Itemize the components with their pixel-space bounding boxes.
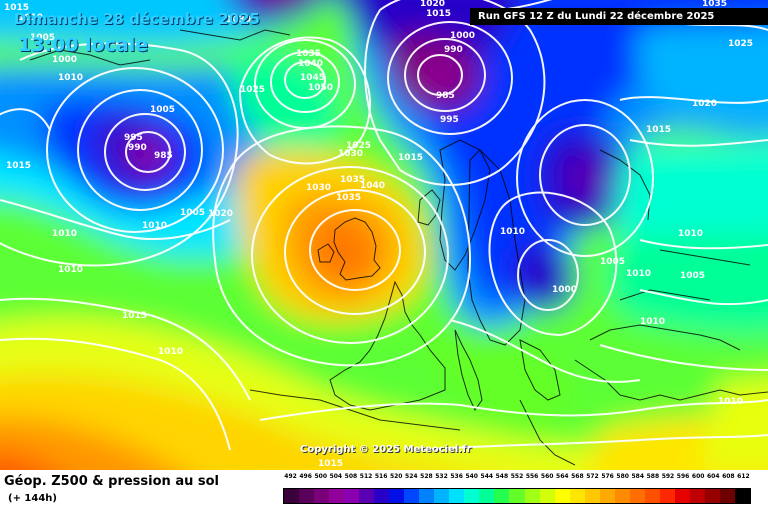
map-footer: Géop. Z500 & pression au sol (+ 144h) 49… (0, 470, 768, 512)
isobar-value-label: 1005 (180, 208, 205, 218)
legend-swatch (600, 489, 615, 503)
isobar-value-label: 1015 (6, 161, 31, 171)
legend-swatch (555, 489, 570, 503)
isobar-value-label: 1040 (298, 59, 323, 69)
isobar-value-label: 995 (440, 115, 459, 125)
isobar-value-label: 1015 (318, 459, 343, 469)
isobar-value-label: 1015 (646, 125, 671, 135)
isobar-value-label: 1005 (600, 257, 625, 267)
legend-swatch (494, 489, 509, 503)
legend-swatch (585, 489, 600, 503)
isobar-value-label: 1020 (208, 209, 233, 219)
legend-swatch (690, 489, 705, 503)
legend-swatch (570, 489, 585, 503)
legend-swatch (419, 489, 434, 503)
isobar-value-label: 1015 (122, 311, 147, 321)
isobar-value-label: 1005 (680, 271, 705, 281)
legend-swatch (389, 489, 404, 503)
legend-swatch (735, 489, 750, 503)
legend-swatch (404, 489, 419, 503)
legend-swatch (675, 489, 690, 503)
isobar-value-label: 1010 (626, 269, 651, 279)
isobar-value-label: 1000 (552, 285, 577, 295)
legend-labels: 492 496 500 504 508 512 516 520 524 528 532 536 540 5… (283, 473, 751, 485)
isobar-value-label: 1015 (426, 9, 451, 19)
isobar-value-label: 1010 (58, 73, 83, 83)
forecast-date: Dimanche 28 décembre 2025 (14, 10, 260, 28)
legend-swatch (720, 489, 735, 503)
isobar-value-label: 1010 (52, 229, 77, 239)
isobar-value-label: 1005 (150, 105, 175, 115)
map-title: Géop. Z500 & pression au sol (4, 474, 219, 489)
legend-swatch (525, 489, 540, 503)
legend-label: 612 (734, 473, 752, 480)
legend-swatch (705, 489, 720, 503)
isobar-value-label: 1010 (640, 317, 665, 327)
isobar-value-label: 1040 (360, 181, 385, 191)
isobar-value-label: 1035 (336, 193, 361, 203)
isobar-value-label: 1020 (692, 99, 717, 109)
legend-color-bar (283, 488, 751, 504)
legend-swatch (284, 489, 299, 503)
legend-swatch (434, 489, 449, 503)
legend-swatch (509, 489, 524, 503)
copyright-notice: Copyright © 2025 Meteociel.fr (300, 444, 471, 455)
isobar-value-label: 1025 (240, 85, 265, 95)
isobar-value-label: 1020 (420, 0, 445, 9)
isobar-value-label: 1000 (450, 31, 475, 41)
isobar-value-label: 1025 (728, 39, 753, 49)
isobar-value-label: 1015 (398, 153, 423, 163)
isobar-value-label: 1010 (500, 227, 525, 237)
legend-swatch (660, 489, 675, 503)
isobar-value-label: 985 (436, 91, 455, 101)
run-info-banner: Run GFS 12 Z du Lundi 22 décembre 2025 (470, 8, 768, 25)
legend-swatch (615, 489, 630, 503)
legend-swatch (479, 489, 494, 503)
legend-swatch (374, 489, 389, 503)
isobar-value-label: 1000 (52, 55, 77, 65)
legend-swatch (314, 489, 329, 503)
isobar-value-label: 1025 (346, 141, 371, 151)
isobar-value-label: 1010 (158, 347, 183, 357)
isobar-value-label: 1035 (296, 49, 321, 59)
isobar-value-label: 1045 (300, 73, 325, 83)
legend-swatch (540, 489, 555, 503)
isobar-value-label: 1010 (142, 221, 167, 231)
legend-swatch (344, 489, 359, 503)
legend-swatch (299, 489, 314, 503)
legend-swatch (630, 489, 645, 503)
legend-swatch (645, 489, 660, 503)
forecast-hour: (+ 144h) (8, 493, 57, 504)
isobar-value-label: 1050 (308, 83, 333, 93)
legend-swatch (464, 489, 479, 503)
forecast-time: 13:00 locale (18, 34, 148, 56)
isobar-value-label: 1030 (306, 183, 331, 193)
isobar-value-label: 985 (154, 151, 173, 161)
isobar-value-label: 990 (128, 143, 147, 153)
legend-swatch (449, 489, 464, 503)
isobar-value-label: 1010 (678, 229, 703, 239)
geopotential-map: 1015101010051000101010059959909851015101… (0, 0, 768, 470)
legend-swatch (329, 489, 344, 503)
isobar-value-label: 1010 (718, 397, 743, 407)
isobar-value-label: 990 (444, 45, 463, 55)
legend-swatch (359, 489, 374, 503)
isobar-value-label: 995 (124, 133, 143, 143)
isobar-value-label: 1010 (58, 265, 83, 275)
color-legend: 492 496 500 504 508 512 516 520 524 528 532 536 540 5… (283, 473, 751, 507)
